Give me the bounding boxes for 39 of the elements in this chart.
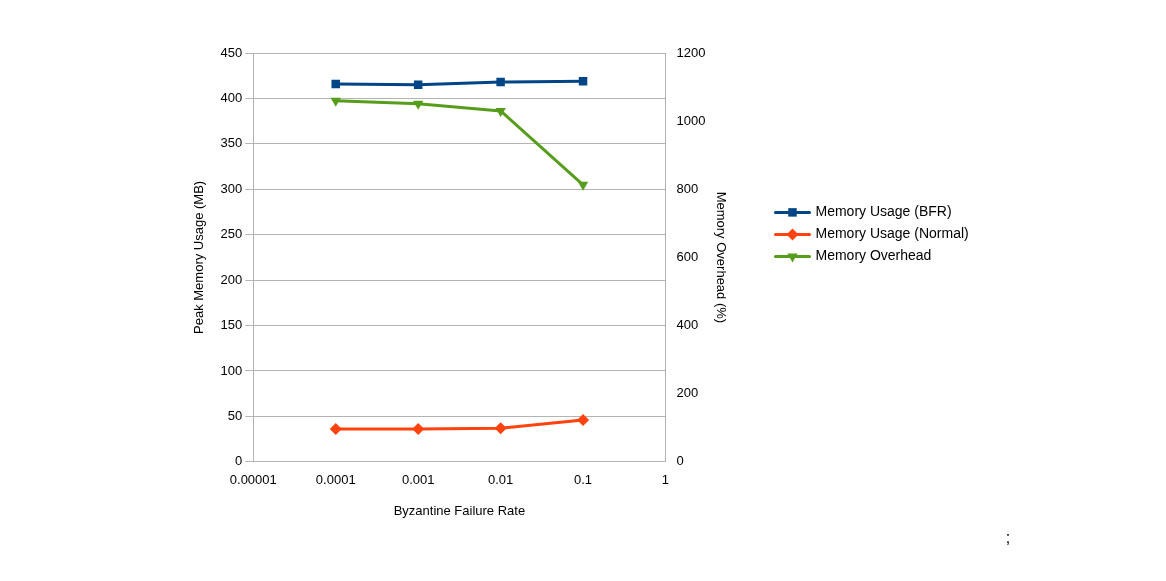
x-tick-label: 0.0001 <box>315 472 356 488</box>
y-axis-title: Peak Memory Usage (MB) <box>191 180 207 334</box>
point <box>494 422 507 435</box>
y2-tick-label: 200 <box>676 385 699 401</box>
point <box>577 181 589 191</box>
y2-tick-label: 1200 <box>676 44 706 60</box>
y-tick-label: 50 <box>227 407 243 423</box>
y-tick-label: 250 <box>220 226 243 242</box>
point <box>330 97 341 107</box>
x-tick-label: 0.01 <box>487 472 514 488</box>
y2-tick-label: 1000 <box>676 112 706 128</box>
y-tick-label: 350 <box>220 135 243 151</box>
legend-label: Memory Usage (Normal) <box>815 225 969 242</box>
y2-axis-title: Memory Overhead (%) <box>713 191 729 324</box>
x-tick-label: 0.1 <box>574 472 593 488</box>
x-tick-label: 1 <box>661 472 670 488</box>
point <box>577 414 590 427</box>
x-axis-title: Byzantine Failure Rate <box>393 502 526 518</box>
point <box>496 77 505 87</box>
point <box>329 423 342 436</box>
y-tick-label: 0 <box>235 453 243 469</box>
legend-label: Memory Overhead <box>815 247 932 264</box>
y-tick-label: 150 <box>220 317 243 333</box>
point <box>495 107 506 117</box>
x-tick-label: 0.00001 <box>229 472 277 488</box>
point <box>331 79 340 89</box>
text: ; <box>1005 529 1011 546</box>
y-tick-label: 400 <box>220 90 243 105</box>
y-tick-label: 200 <box>220 271 243 287</box>
y2-tick-label: 600 <box>676 248 699 264</box>
y2-tick-label: 400 <box>676 317 699 333</box>
y-tick-label: 450 <box>220 44 243 60</box>
y2-tick-label: 0 <box>676 453 684 469</box>
legend-label: Memory Usage (BFR) <box>815 203 952 220</box>
point <box>412 100 424 110</box>
y2-tick-label: 800 <box>676 180 699 196</box>
y-tick-label: 100 <box>220 362 243 378</box>
y-tick-label: 300 <box>220 180 243 196</box>
x-tick-label: 0.001 <box>401 472 435 488</box>
